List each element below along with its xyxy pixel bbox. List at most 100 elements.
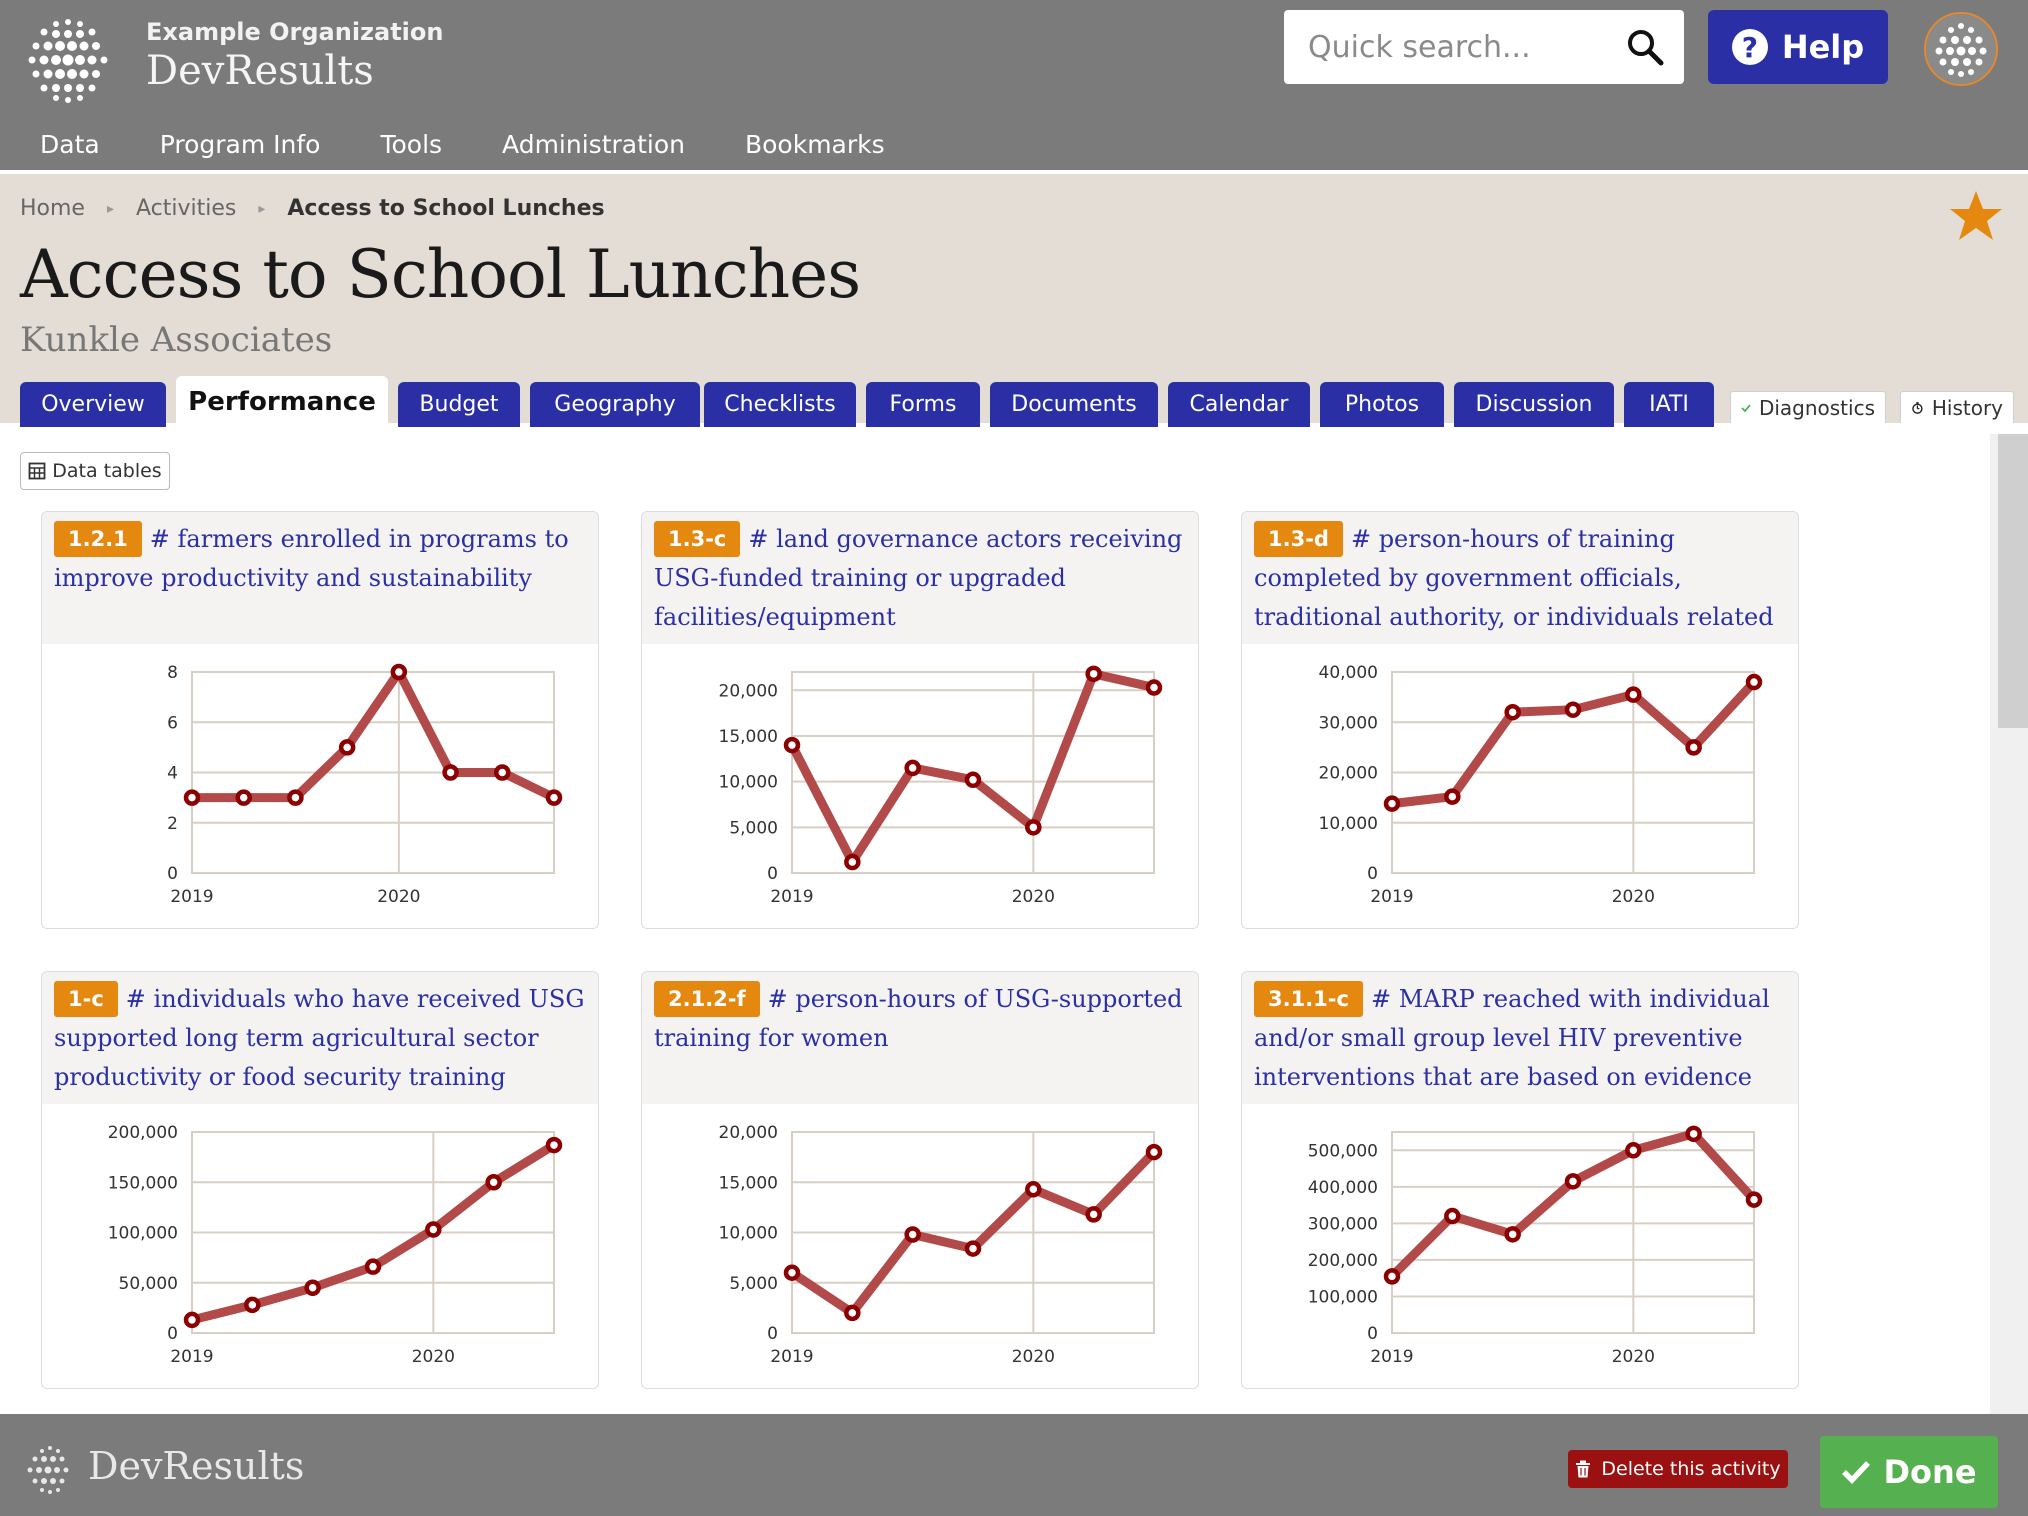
tab-photos[interactable]: Photos	[1320, 382, 1444, 427]
y-tick-label: 400,000	[1308, 1178, 1378, 1198]
main-nav: Data Program Info Tools Administration B…	[0, 120, 915, 170]
data-point	[964, 1240, 982, 1257]
indicator-link[interactable]: 2.1.2-f # person-hours of USG-supported t…	[654, 980, 1186, 1058]
tab-forms[interactable]: Forms	[866, 382, 980, 427]
y-tick-label: 5,000	[729, 1274, 778, 1294]
x-tick-label: 2020	[412, 1347, 455, 1367]
nav-tools[interactable]: Tools	[380, 130, 443, 159]
data-point	[244, 1296, 261, 1314]
series-line	[1387, 1129, 1759, 1281]
y-tick-label: 0	[1367, 1324, 1378, 1344]
y-tick-label: 100,000	[1308, 1287, 1378, 1307]
tab-history[interactable]: History	[1900, 391, 2014, 423]
indicator-link[interactable]: 1.3-d # person-hours of training complete…	[1254, 520, 1786, 644]
data-tables-label: Data tables	[52, 460, 162, 482]
indicator-link[interactable]: 1.3-c # land governance actors receiving …	[654, 520, 1186, 637]
tab-diagnostics[interactable]: Diagnostics	[1730, 391, 1886, 423]
data-point	[1504, 703, 1521, 721]
page-subtitle[interactable]: Kunkle Associates	[20, 320, 333, 360]
y-tick-label: 10,000	[719, 1224, 778, 1244]
tab-budget[interactable]: Budget	[398, 382, 520, 427]
tab-overview[interactable]: Overview	[20, 382, 166, 427]
data-point	[1625, 686, 1642, 703]
y-tick-label: 0	[1367, 864, 1378, 884]
data-point	[1504, 1226, 1521, 1243]
x-tick-label: 2019	[170, 1347, 213, 1367]
y-tick-label: 15,000	[719, 1173, 778, 1193]
tab-checklists[interactable]: Checklists	[704, 382, 856, 427]
breadcrumb-home[interactable]: Home	[20, 196, 85, 221]
data-point	[904, 1226, 921, 1243]
y-tick-label: 2	[167, 814, 178, 834]
scrollbar-thumb[interactable]	[1998, 434, 2028, 728]
page-header: Home ▸ Activities ▸ Access to School Lun…	[0, 170, 2028, 427]
breadcrumb-separator-icon: ▸	[106, 200, 114, 217]
delete-activity-button[interactable]: Delete this activity	[1568, 1450, 1788, 1488]
tab-performance[interactable]: Performance	[176, 376, 388, 427]
data-point	[494, 764, 511, 781]
globe-logo-icon[interactable]	[22, 14, 114, 106]
footer-brand: DevResults	[88, 1444, 305, 1488]
indicator-link[interactable]: 1-c # individuals who have received USG s…	[54, 980, 586, 1097]
help-label: Help	[1781, 28, 1865, 66]
nav-program-info[interactable]: Program Info	[159, 130, 321, 159]
y-tick-label: 20,000	[719, 681, 778, 701]
data-point	[390, 663, 408, 681]
indicator-card: 1.2.1 # farmers enrolled in programs to i…	[41, 511, 599, 929]
x-tick-label: 2020	[377, 887, 420, 907]
data-point	[1383, 795, 1401, 812]
user-avatar[interactable]	[1924, 12, 1998, 86]
nav-bookmarks[interactable]: Bookmarks	[744, 130, 885, 159]
footer-globe-logo-icon	[27, 1446, 69, 1494]
y-tick-label: 5,000	[729, 818, 778, 838]
breadcrumb-activities[interactable]: Activities	[136, 196, 237, 221]
data-point	[1145, 1143, 1163, 1161]
data-tables-button[interactable]: Data tables	[20, 452, 170, 490]
tab-discussion[interactable]: Discussion	[1454, 382, 1614, 427]
x-tick-label: 2019	[770, 887, 813, 907]
top-bar: Example Organization DevResults ? Help D…	[0, 0, 2028, 170]
indicator-link[interactable]: 1.2.1 # farmers enrolled in programs to i…	[54, 520, 586, 598]
help-button[interactable]: ? Help	[1708, 10, 1888, 84]
x-tick-label: 2019	[170, 887, 213, 907]
series-line	[787, 669, 1159, 867]
y-tick-label: 0	[167, 1324, 178, 1344]
data-point	[1444, 1207, 1461, 1225]
nav-administration[interactable]: Administration	[502, 130, 685, 159]
y-tick-label: 0	[767, 864, 778, 884]
calculator-icon	[28, 462, 46, 480]
bookmark-star-icon[interactable]	[1948, 188, 2004, 244]
breadcrumb: Home ▸ Activities ▸ Access to School Lun…	[20, 196, 605, 221]
history-clock-icon	[1912, 401, 1923, 414]
x-tick-label: 2020	[1012, 887, 1055, 907]
tab-documents[interactable]: Documents	[990, 382, 1158, 427]
y-tick-label: 150,000	[108, 1173, 178, 1193]
done-button[interactable]: Done	[1820, 1436, 1998, 1508]
scrollbar[interactable]	[1990, 434, 2028, 1414]
search-input[interactable]	[1308, 10, 1618, 84]
indicator-title: # individuals who have received USG supp…	[54, 985, 585, 1091]
indicator-link[interactable]: 3.1.1-c # MARP reached with individual an…	[1254, 980, 1786, 1097]
nav-data[interactable]: Data	[40, 130, 100, 159]
tab-calendar[interactable]: Calendar	[1168, 382, 1310, 427]
y-tick-label: 30,000	[1319, 713, 1378, 733]
tab-geography[interactable]: Geography	[530, 382, 700, 427]
y-tick-label: 200,000	[108, 1123, 178, 1143]
indicator-title: # land governance actors receiving USG-f…	[654, 525, 1183, 631]
data-point	[338, 739, 356, 756]
check-icon	[1741, 403, 1751, 412]
indicator-code-badge: 1-c	[54, 981, 118, 1017]
indicator-header: 1.2.1 # farmers enrolled in programs to i…	[42, 512, 598, 644]
indicator-title: # MARP reached with individual and/or sm…	[1254, 985, 1770, 1091]
app-name[interactable]: DevResults	[146, 48, 374, 94]
data-point	[287, 789, 304, 806]
avatar-globe-icon	[1926, 14, 1996, 84]
done-label: Done	[1883, 1453, 1977, 1491]
tab-iati[interactable]: IATI	[1624, 382, 1714, 427]
data-point	[1085, 1206, 1102, 1223]
data-point	[783, 1264, 801, 1281]
diagnostics-label: Diagnostics	[1758, 395, 1875, 420]
y-tick-label: 4	[167, 764, 178, 784]
search-icon[interactable]	[1626, 28, 1664, 66]
data-point	[1745, 673, 1763, 691]
